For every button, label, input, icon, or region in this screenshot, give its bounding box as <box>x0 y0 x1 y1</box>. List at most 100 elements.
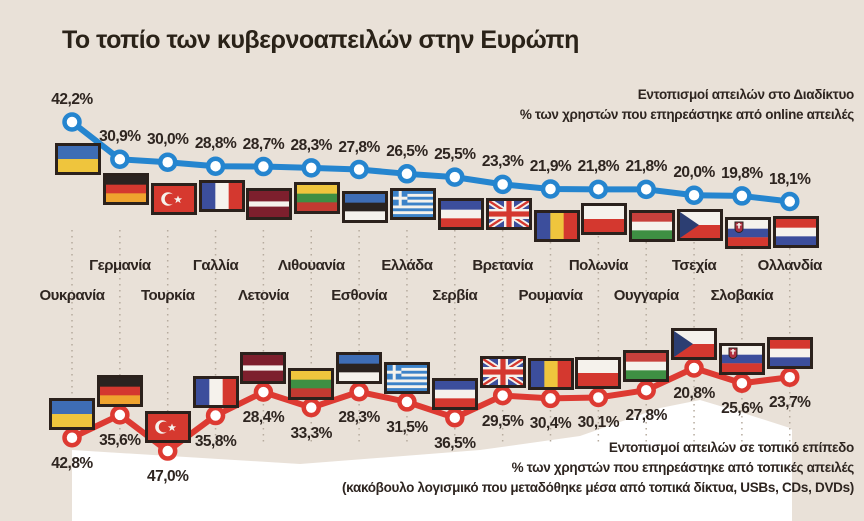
value-label-online-ukraine: 42,2% <box>51 91 93 108</box>
data-point-local-threats-czechia <box>684 358 704 378</box>
value-label-local-slovakia: 25,6% <box>721 400 763 418</box>
value-label-online-greece: 26,5% <box>386 142 428 160</box>
data-point-online-threats-estonia <box>349 159 369 180</box>
country-label-romania: Ρουμανία <box>518 287 583 304</box>
flag-germany-icon <box>96 374 143 407</box>
flag-ukraine-icon <box>49 397 95 430</box>
flag-poland-icon <box>581 203 628 236</box>
country-label-czechia: Τσεχία <box>671 257 717 274</box>
legend-online-line-1: Εντοπισμοί απειλών στο Διαδίκτυο <box>637 87 855 102</box>
data-point-local-threats-slovakia <box>732 373 752 393</box>
country-label-slovakia: Σλοβακία <box>710 287 774 304</box>
data-point-online-threats-czechia <box>684 185 704 206</box>
online-threats-line <box>69 119 793 205</box>
country-label-turkey: Τουρκία <box>140 287 195 304</box>
country-label-germany: Γερμανία <box>89 257 151 274</box>
flag-ukraine-icon <box>55 143 101 175</box>
data-point-local-threats-latvia <box>253 382 274 402</box>
data-point-local-threats-britain <box>492 385 513 406</box>
flag-serbia-icon <box>437 198 484 231</box>
data-point-local-threats-lithuania <box>301 397 321 418</box>
value-label-online-latvia: 28,7% <box>242 135 285 153</box>
data-point-local-threats-serbia <box>445 408 465 428</box>
value-label-local-czechia: 20,8% <box>673 385 715 402</box>
legend-local-line-1: Εντοπισμοί απειλών σε τοπικό επίπεδο <box>608 440 854 455</box>
country-label-lithuania: Λιθουανία <box>277 257 345 274</box>
value-label-local-greece: 31,5% <box>386 418 428 436</box>
data-point-local-threats-france <box>205 405 226 426</box>
value-label-local-romania: 30,4% <box>529 415 572 433</box>
data-point-local-threats-greece <box>397 392 417 412</box>
value-label-local-britain: 29,5% <box>481 412 524 430</box>
value-label-online-czechia: 20,0% <box>673 164 715 182</box>
country-label-ukraine: Ουκρανία <box>39 287 106 304</box>
data-point-online-threats-hungary <box>636 179 656 200</box>
country-label-britain: Βρετανία <box>472 257 533 274</box>
data-point-local-threats-romania <box>540 388 561 409</box>
flag-lithuania-icon <box>288 367 335 400</box>
data-point-online-threats-latvia <box>253 156 274 177</box>
data-point-online-threats-netherlands <box>780 191 800 212</box>
country-label-latvia: Λετονία <box>237 287 289 304</box>
value-label-online-slovakia: 19,8% <box>721 164 763 182</box>
legend-online-threats: Εντοπισμοί απειλών στο Διαδίκτυο % των χ… <box>520 85 854 125</box>
value-label-online-serbia: 25,5% <box>434 146 476 164</box>
value-label-online-britain: 23,3% <box>481 153 524 171</box>
value-label-online-germany: 30,9% <box>99 128 141 146</box>
data-point-online-threats-romania <box>540 179 561 199</box>
flag-netherlands-icon <box>772 215 819 248</box>
data-point-online-threats-france <box>205 156 226 176</box>
flag-czechia-icon <box>671 328 718 360</box>
country-label-estonia: Εσθονία <box>331 287 387 304</box>
flag-czechia-icon <box>677 209 724 242</box>
data-point-online-threats-britain <box>492 174 513 195</box>
country-label-netherlands: Ολλανδία <box>757 257 823 274</box>
value-label-local-serbia: 36,5% <box>434 434 476 452</box>
data-point-online-threats-germany <box>110 149 130 170</box>
legend-local-line-2: % των χρηστών που επηρεάστηκε από τοπικέ… <box>511 460 855 475</box>
value-label-local-turkey: 47,0% <box>146 468 189 486</box>
value-label-online-turkey: 30,0% <box>146 131 189 149</box>
flag-latvia-icon <box>240 352 287 385</box>
data-point-local-threats-ukraine <box>62 427 82 448</box>
value-label-local-latvia: 28,4% <box>242 409 285 427</box>
value-label-online-hungary: 21,8% <box>625 158 667 176</box>
flag-france-icon <box>198 180 245 213</box>
data-point-online-threats-slovakia <box>732 186 752 206</box>
value-label-local-netherlands: 23,7% <box>769 394 811 412</box>
country-label-serbia: Σερβία <box>432 287 478 304</box>
value-label-online-lithuania: 28,3% <box>290 136 333 154</box>
value-label-online-poland: 21,8% <box>577 158 620 176</box>
flag-estonia-icon <box>336 351 383 384</box>
flag-turkey-icon <box>150 183 197 216</box>
flag-poland-icon <box>575 357 622 390</box>
flag-slovakia-icon <box>718 343 765 376</box>
flag-lithuania-icon <box>294 181 341 214</box>
flag-slovakia-icon <box>724 216 771 249</box>
data-point-local-threats-netherlands <box>780 367 800 387</box>
flag-germany-icon <box>102 173 149 206</box>
value-label-local-germany: 35,6% <box>99 431 141 449</box>
data-point-online-threats-poland <box>588 179 609 200</box>
value-label-online-netherlands: 18,1% <box>769 170 811 188</box>
flag-britain-icon <box>479 355 526 388</box>
value-label-online-romania: 21,9% <box>529 157 572 175</box>
value-label-online-france: 28,8% <box>194 135 237 153</box>
value-label-local-estonia: 28,3% <box>338 408 380 426</box>
page-title: Το τοπίο των κυβερνοαπειλών στην Ευρώπη <box>62 26 579 54</box>
value-label-local-lithuania: 33,3% <box>290 424 333 442</box>
flag-greece-icon <box>383 361 430 394</box>
data-point-local-threats-poland <box>588 387 609 408</box>
country-label-hungary: Ουγγαρία <box>613 287 679 304</box>
flag-hungary-icon <box>629 210 676 243</box>
flag-netherlands-icon <box>766 337 813 370</box>
flag-serbia-icon <box>431 377 478 410</box>
data-point-local-threats-germany <box>110 405 130 425</box>
flag-hungary-icon <box>623 350 670 383</box>
flag-romania-icon <box>533 209 580 242</box>
flag-latvia-icon <box>246 187 293 220</box>
legend-local-threats: Εντοπισμοί απειλών σε τοπικό επίπεδο % τ… <box>342 438 854 498</box>
